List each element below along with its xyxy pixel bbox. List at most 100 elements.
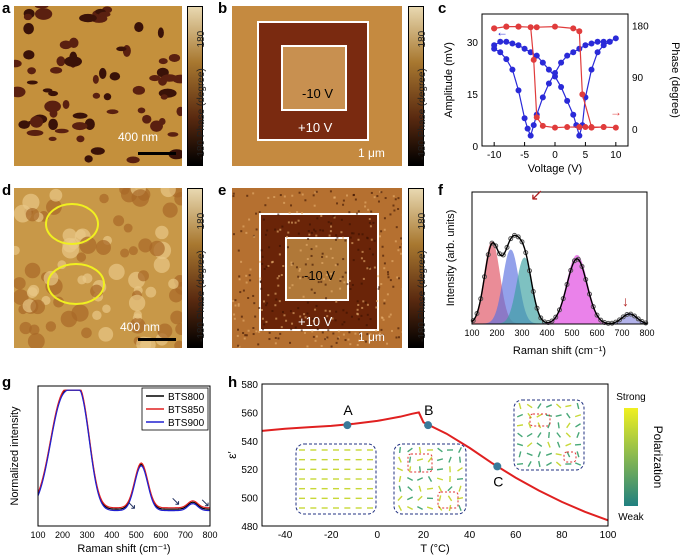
- afm-speckle: [291, 262, 294, 265]
- afm-speckle: [369, 225, 372, 228]
- afm-grain: [153, 256, 170, 273]
- data-point: [612, 35, 619, 42]
- afm-speckle: [331, 317, 334, 320]
- afm-domain: [14, 59, 22, 68]
- afm-speckle: [320, 214, 323, 217]
- afm-speckle: [278, 253, 281, 256]
- polarization-vector: [556, 441, 561, 448]
- domain-highlight: [563, 451, 577, 463]
- afm-grain: [108, 263, 125, 280]
- polarization-vector: [545, 452, 553, 456]
- data-point: [570, 49, 577, 56]
- afm-speckle: [237, 304, 240, 307]
- afm-speckle: [347, 338, 350, 341]
- data-point: [612, 124, 619, 131]
- afm-speckle: [255, 212, 258, 215]
- afm-speckle: [386, 293, 389, 296]
- data-point: [497, 38, 504, 45]
- data-point: [594, 49, 601, 56]
- data-point: [539, 59, 546, 66]
- afm-domain: [116, 46, 127, 52]
- afm-speckle: [323, 278, 326, 281]
- polarization-vector: [538, 460, 541, 468]
- afm-speckle: [341, 323, 344, 326]
- afm-speckle: [266, 302, 269, 305]
- afm-speckle: [245, 334, 248, 337]
- afm-speckle: [262, 218, 265, 221]
- afm-speckle: [265, 304, 268, 307]
- data-point: [576, 28, 583, 35]
- polarization-vector: [537, 403, 542, 409]
- afm-speckle: [246, 194, 249, 197]
- afm-speckle: [330, 345, 333, 348]
- y-tick-label: 520: [241, 465, 258, 476]
- afm-speckle: [232, 233, 235, 236]
- afm-speckle: [237, 303, 240, 306]
- marker-point: [343, 421, 352, 430]
- afm-speckle: [287, 221, 290, 224]
- afm-domain: [72, 122, 88, 131]
- afm-speckle: [348, 223, 351, 226]
- cumulative-fit: [471, 234, 648, 325]
- x-tick-label: 10: [610, 150, 622, 161]
- afm-speckle: [379, 190, 382, 193]
- afm-speckle: [374, 338, 377, 341]
- afm-speckle: [380, 283, 383, 286]
- afm-domain: [149, 75, 161, 82]
- afm-speckle: [260, 308, 263, 311]
- polarization-vector: [416, 477, 424, 481]
- afm-speckle: [357, 233, 360, 236]
- colorbar-label-b: -180 Phase (degree) 180: [417, 30, 428, 160]
- afm-speckle: [276, 277, 279, 280]
- afm-speckle: [375, 329, 378, 332]
- afm-speckle: [244, 334, 247, 337]
- afm-speckle: [294, 326, 297, 329]
- data-point: [617, 317, 622, 323]
- afm-speckle: [276, 230, 279, 233]
- x-tick-label: -20: [324, 530, 339, 541]
- afm-speckle: [274, 342, 277, 345]
- chart-f: 100 200 300 400 500 600 700 800 Raman shift (cm⁻…: [445, 187, 655, 357]
- afm-speckle: [378, 332, 381, 335]
- annotation-arrow: ↙: [530, 187, 543, 204]
- afm-speckle: [234, 299, 237, 302]
- afm-domain: [56, 56, 66, 67]
- data-point: [503, 38, 510, 45]
- afm-speckle: [336, 202, 339, 205]
- afm-speckle: [366, 303, 369, 306]
- afm-grain: [129, 317, 146, 334]
- x-tick-label: -5: [520, 150, 529, 161]
- afm-domain: [99, 11, 111, 18]
- data-point: [527, 24, 534, 31]
- afm-domain: [76, 135, 85, 143]
- afm-speckle: [383, 217, 386, 220]
- afm-speckle: [280, 274, 283, 277]
- afm-speckle: [394, 240, 397, 243]
- marker-point: [424, 421, 433, 430]
- x-tick-label: 300: [514, 328, 529, 338]
- x-tick-label: 300: [80, 530, 95, 540]
- data-point: [504, 244, 510, 250]
- afm-speckle: [341, 275, 344, 278]
- afm-speckle: [356, 308, 359, 311]
- afm-speckle: [238, 275, 241, 278]
- afm-speckle: [362, 300, 365, 303]
- data-point: [576, 124, 583, 131]
- x-tick-label: 800: [639, 328, 654, 338]
- afm-speckle: [386, 271, 389, 274]
- afm-speckle: [312, 319, 315, 322]
- afm-speckle: [342, 203, 345, 206]
- afm-speckle: [289, 341, 292, 344]
- panel-label-c: c: [438, 0, 447, 17]
- afm-speckle: [384, 197, 387, 200]
- afm-speckle: [260, 249, 263, 252]
- afm-speckle: [267, 196, 270, 199]
- y-tick-label: 500: [241, 494, 258, 505]
- afm-domain: [50, 67, 63, 74]
- afm-speckle: [233, 317, 236, 320]
- legend-item: BTS900: [168, 418, 205, 429]
- polarization-vector: [565, 442, 572, 447]
- voltage-label-inner-e: -10 V: [304, 268, 336, 283]
- afm-grain: [113, 215, 125, 227]
- chart-h: -40 -20 0 20 40 60 80 100 480 500 520 540 560 580 T (°…: [228, 380, 665, 555]
